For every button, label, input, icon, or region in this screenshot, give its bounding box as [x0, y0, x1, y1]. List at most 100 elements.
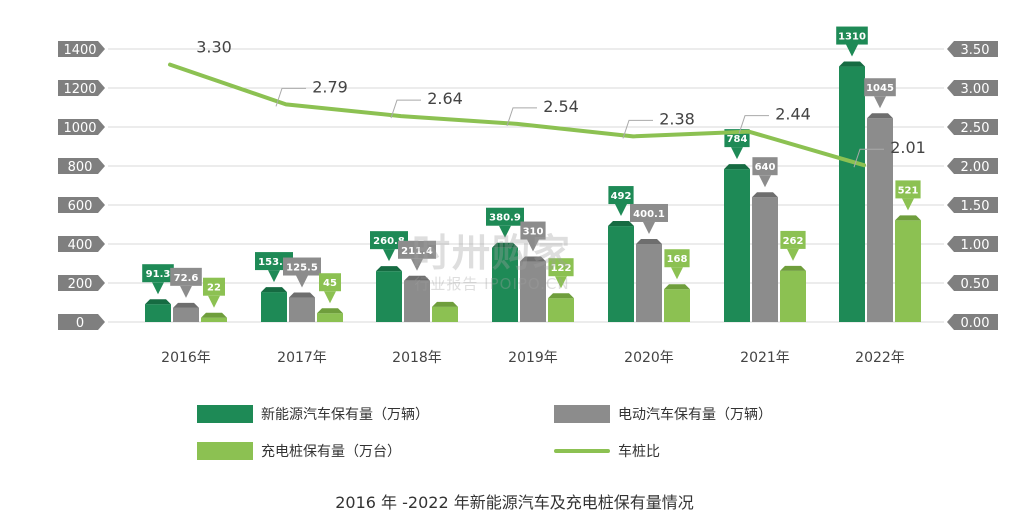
bar — [201, 317, 227, 322]
bar-cap — [608, 221, 634, 227]
bar-cap — [201, 312, 227, 318]
data-label-bg — [895, 180, 921, 199]
data-label: 45 — [323, 278, 337, 289]
data-label-pointer — [152, 282, 164, 295]
bar — [780, 270, 806, 322]
bar — [895, 220, 921, 322]
ratio-label-leader — [506, 107, 537, 127]
legend-item-pile: 充电桩保有量（万台） — [197, 441, 401, 461]
legend-label-ev: 电动汽车保有量（万辆） — [618, 407, 772, 423]
data-label-pointer — [268, 270, 280, 283]
data-label: 640 — [755, 162, 776, 173]
x-category-label: 2016年 — [161, 350, 211, 366]
ratio-label: 2.54 — [543, 97, 579, 116]
data-label: 1310 — [838, 32, 866, 43]
bar-cap — [780, 265, 806, 271]
ratio-label-leader — [390, 99, 421, 119]
y-left-tick-label: 800 — [68, 160, 93, 175]
bar-cap — [520, 256, 546, 262]
data-label-pointer — [296, 275, 308, 288]
data-label-bg — [142, 264, 174, 283]
data-label-bg — [630, 203, 668, 222]
data-label-pointer — [731, 147, 743, 160]
data-label-pointer — [555, 276, 567, 289]
data-label: 1045 — [866, 83, 894, 94]
legend-swatch-nev — [197, 405, 253, 423]
data-label-bg — [608, 186, 634, 205]
data-label: 211.4 — [401, 246, 433, 257]
bar — [548, 298, 574, 322]
data-label-pointer — [643, 221, 655, 234]
x-category-label: 2020年 — [624, 350, 674, 366]
y-right-tick-label: 2.00 — [961, 160, 990, 175]
y-right-tick-bg — [947, 197, 998, 213]
data-label-pointer — [615, 204, 627, 217]
data-label: 380.9 — [489, 213, 521, 224]
data-label-bg — [283, 257, 321, 276]
bar-cap — [636, 238, 662, 244]
data-label: 784 — [727, 134, 748, 145]
data-label-bg — [864, 78, 896, 97]
x-category-label: 2021年 — [740, 350, 790, 366]
legend-label-ratio: 车桩比 — [618, 444, 660, 460]
x-category-label: 2017年 — [277, 350, 327, 366]
data-label-pointer — [902, 198, 914, 211]
ratio-label-leader — [275, 87, 306, 107]
bar-cap — [724, 164, 750, 170]
ratio-label: 2.79 — [312, 77, 348, 96]
bar — [376, 271, 402, 322]
data-label: 168 — [667, 254, 688, 265]
ratio-line — [168, 62, 866, 168]
bar-cap — [432, 301, 458, 307]
y-left-tick-bg — [58, 314, 105, 330]
y-left-tick-label: 0 — [76, 316, 84, 331]
bar — [492, 247, 518, 322]
ratio-label-leader — [738, 115, 769, 134]
y-left-tick-label: 200 — [68, 277, 93, 292]
data-label-bg — [752, 157, 778, 176]
data-label-bg — [319, 273, 341, 292]
bar — [261, 292, 287, 322]
bar — [839, 66, 865, 322]
y-left-tick-bg — [58, 236, 105, 252]
bar-cap — [492, 242, 518, 248]
bar — [664, 289, 690, 322]
ratio-label-leader — [622, 119, 653, 139]
data-label-bg — [203, 277, 225, 296]
y-left-tick-label: 1400 — [63, 43, 96, 58]
bar-cap — [317, 308, 343, 314]
legend-label-nev: 新能源汽车保有量（万辆） — [261, 407, 429, 423]
legend-item-nev: 新能源汽车保有量（万辆） — [197, 404, 429, 424]
data-label: 122 — [551, 263, 572, 274]
y-right-tick-label: 3.50 — [961, 43, 990, 58]
bar — [317, 313, 343, 322]
data-label: 72.6 — [174, 273, 199, 284]
bar — [145, 304, 171, 322]
ratio-label: 2.64 — [427, 89, 463, 108]
y-left-tick-bg — [58, 41, 105, 57]
y-right-tick-bg — [947, 275, 998, 291]
bar — [752, 197, 778, 322]
data-label-bg — [664, 249, 690, 268]
bar-cap — [895, 215, 921, 221]
data-label-pointer — [411, 258, 423, 271]
data-label: 91.3 — [146, 269, 171, 280]
ratio-label: 2.44 — [775, 105, 811, 124]
bar-cap — [261, 287, 287, 293]
x-category-label: 2022年 — [855, 350, 905, 366]
bar — [724, 169, 750, 322]
data-label-pointer — [787, 248, 799, 261]
data-label: 492 — [611, 191, 632, 202]
data-label-pointer — [846, 44, 858, 57]
data-label: 310 — [523, 227, 544, 238]
bar — [520, 261, 546, 322]
data-label: 262 — [783, 236, 804, 247]
y-left-tick-label: 1000 — [63, 121, 96, 136]
bar — [173, 307, 199, 322]
y-left-tick-bg — [58, 119, 105, 135]
data-label-bg — [520, 221, 546, 240]
data-label: 125.5 — [286, 263, 318, 274]
y-left-tick-label: 400 — [68, 238, 93, 253]
data-label-pointer — [759, 175, 771, 188]
